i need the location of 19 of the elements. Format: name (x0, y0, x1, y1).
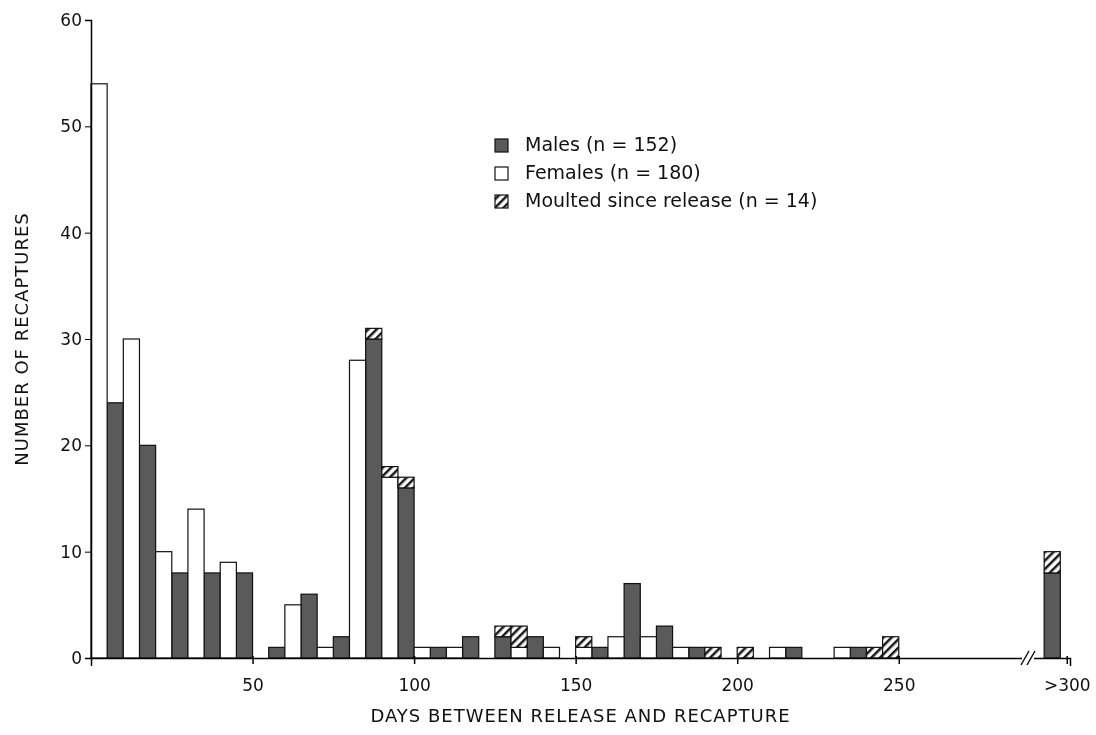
y-tick-label: 20 (60, 435, 82, 456)
legend-label: Males (n = 152) (525, 133, 678, 155)
x-tick-label: 200 (721, 675, 754, 696)
x-tick-label: >300 (1043, 675, 1091, 696)
y-axis-title: NUMBER OF RECAPTURES (11, 212, 32, 466)
x-tick-label: 150 (559, 675, 593, 696)
legend-label: Moulted since release (n = 14) (525, 189, 818, 211)
bar (736, 646, 754, 659)
y-tick-label: 60 (60, 9, 82, 30)
y-tick-label: 30 (60, 328, 82, 349)
y-tick-label: 10 (60, 541, 82, 562)
x-tick-label: 100 (398, 675, 431, 696)
x-axis-title: DAYS BETWEEN RELEASE AND RECAPTURE (370, 705, 791, 726)
y-tick-label: 50 (60, 116, 82, 137)
x-tick-label: 250 (883, 675, 916, 696)
legend-label: Females (n = 180) (525, 161, 701, 183)
x-tick-label: 50 (242, 675, 264, 696)
y-tick-label: 0 (71, 647, 82, 668)
y-tick-label: 40 (60, 222, 82, 243)
